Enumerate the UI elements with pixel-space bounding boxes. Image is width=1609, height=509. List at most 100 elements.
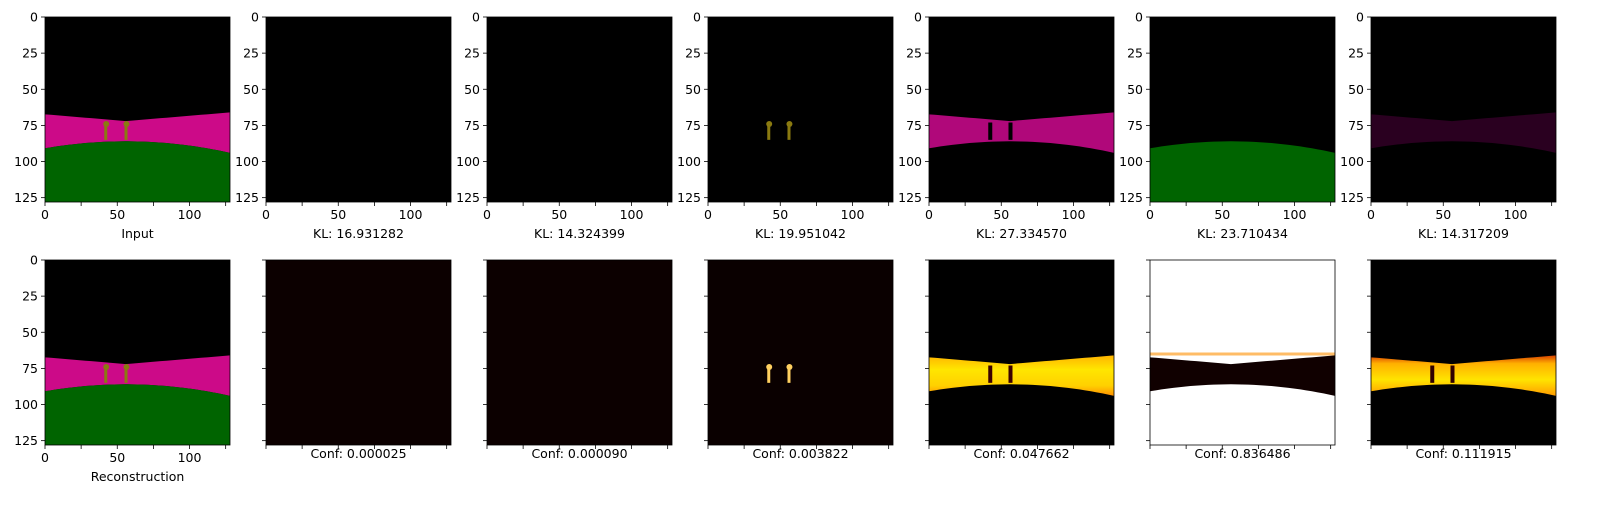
- top-panel-1-ytick-label: 50: [243, 82, 259, 97]
- bottom-panel-5-edge: [1150, 352, 1335, 356]
- top-panel-1-ytick-label: 125: [235, 190, 259, 205]
- bottom-panel-4-pole-1: [1008, 365, 1013, 383]
- top-panel-3-ytick-label: 0: [693, 10, 701, 25]
- top-panel-4-frame: [928, 16, 1115, 203]
- bottom-panel-5-frame: [1149, 259, 1336, 446]
- bottom-panel-0-ytick-label: 75: [22, 361, 38, 376]
- top-panel-5-ytick-label: 0: [1135, 10, 1143, 25]
- bottom-panel-4-band: [929, 355, 1114, 396]
- top-panel-5-ytick-label: 25: [1127, 46, 1143, 61]
- top-panel-5-ytick-label: 50: [1127, 82, 1143, 97]
- bottom-panel-0-ground: [45, 384, 230, 445]
- bottom-panel-3-caption: Conf: 0.003822: [752, 446, 848, 461]
- bottom-panel-0-xtick-label: 0: [41, 450, 49, 465]
- top-panel-3-background: [708, 17, 893, 202]
- top-panel-3-xtick-label: 100: [841, 207, 865, 222]
- bottom-panel-3-heat: [708, 260, 893, 445]
- top-panel-2-ytick-label: 125: [456, 190, 480, 205]
- bottom-panel-0-pole-top-1: [123, 363, 130, 370]
- top-panel-1-background: [266, 17, 451, 202]
- top-panel-2-ytick-label: 75: [464, 118, 480, 133]
- top-panel-3-caption: KL: 19.951042: [755, 226, 846, 241]
- top-panel-1-frame: [265, 16, 452, 203]
- top-panel-3-pole-0: [767, 122, 771, 140]
- bottom-panel-6-frame: [1370, 259, 1557, 446]
- top-panel-3-ytick-label: 125: [677, 190, 701, 205]
- top-panel-5-xtick-label: 0: [1146, 207, 1154, 222]
- top-panel-0-band: [45, 112, 230, 153]
- bottom-panel-6-pole-1: [1450, 365, 1455, 383]
- top-panel-6-ytick-label: 50: [1348, 82, 1364, 97]
- bottom-panel-2-frame: [486, 259, 673, 446]
- top-panel-3-ytick-label: 50: [685, 82, 701, 97]
- top-panel-4-ytick-label: 0: [914, 10, 922, 25]
- top-panel-2-ytick-label: 25: [464, 46, 480, 61]
- top-panel-1-caption: KL: 16.931282: [313, 226, 404, 241]
- top-panel-4-ytick-label: 50: [906, 82, 922, 97]
- top-panel-0-ytick-label: 125: [14, 190, 38, 205]
- top-panel-6-ytick-label: 25: [1348, 46, 1364, 61]
- top-panel-0-pole-0: [104, 122, 108, 140]
- bottom-panel-4-caption: Conf: 0.047662: [973, 446, 1069, 461]
- top-panel-2-xtick-label: 50: [551, 207, 567, 222]
- bottom-panel-3-pole-top-1: [786, 363, 793, 370]
- bottom-panel-2-heat: [487, 260, 672, 445]
- top-panel-5-ytick-label: 125: [1119, 190, 1143, 205]
- top-panel-0-ytick-label: 50: [22, 82, 38, 97]
- top-panel-4-pole-0: [988, 122, 993, 140]
- top-panel-3-ytick-label: 75: [685, 118, 701, 133]
- top-panel-3-pole-top-1: [786, 120, 793, 127]
- bottom-panel-0-ytick-label: 125: [14, 433, 38, 448]
- top-panel-3-ytick-label: 100: [677, 154, 701, 169]
- bottom-panel-6-background: [1371, 260, 1556, 445]
- top-panel-5-xtick-label: 100: [1283, 207, 1307, 222]
- top-panel-2-ytick-label: 100: [456, 154, 480, 169]
- top-panel-4-ytick-label: 75: [906, 118, 922, 133]
- bottom-panel-3-pole-top-0: [766, 363, 773, 370]
- top-panel-2-background: [487, 17, 672, 202]
- top-panel-4-caption: KL: 27.334570: [976, 226, 1067, 241]
- top-panel-2-xtick-label: 0: [483, 207, 491, 222]
- top-panel-4-xtick-label: 0: [925, 207, 933, 222]
- top-panel-3-pole-top-0: [766, 120, 773, 127]
- bottom-panel-4-background: [929, 260, 1114, 445]
- top-panel-5-xtick-label: 50: [1214, 207, 1230, 222]
- bottom-panel-0-ytick-label: 100: [14, 397, 38, 412]
- top-panel-6-ytick-label: 0: [1356, 10, 1364, 25]
- top-panel-5-caption: KL: 23.710434: [1197, 226, 1288, 241]
- top-panel-3-pole-1: [787, 122, 791, 140]
- top-panel-6-band: [1371, 112, 1556, 153]
- top-panel-6-xtick-label: 50: [1435, 207, 1451, 222]
- top-panel-6-ytick-label: 75: [1348, 118, 1364, 133]
- top-panel-5-frame: [1149, 16, 1336, 203]
- top-panel-4-ytick-label: 25: [906, 46, 922, 61]
- top-panel-1-xtick-label: 0: [262, 207, 270, 222]
- top-panel-2-frame: [486, 16, 673, 203]
- bottom-panel-3-pole-1: [787, 365, 791, 383]
- bottom-panel-0-pole-top-0: [103, 363, 110, 370]
- top-panel-6-frame: [1370, 16, 1557, 203]
- top-panel-4-xtick-label: 50: [993, 207, 1009, 222]
- top-panel-0-ytick-label: 25: [22, 46, 38, 61]
- top-panel-0-ytick-label: 100: [14, 154, 38, 169]
- top-panel-1-xtick-label: 100: [399, 207, 423, 222]
- top-panel-5-ground: [1150, 141, 1335, 202]
- bottom-panel-6-caption: Conf: 0.111915: [1415, 446, 1511, 461]
- bottom-panel-0-band: [45, 355, 230, 396]
- top-panel-6-xtick-label: 100: [1504, 207, 1528, 222]
- top-panel-6-caption: KL: 14.317209: [1418, 226, 1509, 241]
- top-panel-6-xtick-label: 0: [1367, 207, 1375, 222]
- top-panel-3-ytick-label: 25: [685, 46, 701, 61]
- top-panel-6-ytick-label: 100: [1340, 154, 1364, 169]
- top-panel-4-pole-1: [1008, 122, 1013, 140]
- bottom-panel-6-band: [1371, 355, 1556, 396]
- bottom-panel-1-heat: [266, 260, 451, 445]
- bottom-panel-0-caption: Reconstruction: [91, 469, 185, 484]
- top-panel-1-ytick-label: 25: [243, 46, 259, 61]
- top-panel-0-frame: [44, 16, 231, 203]
- top-panel-4-ytick-label: 125: [898, 190, 922, 205]
- top-panel-1-ytick-label: 0: [251, 10, 259, 25]
- bottom-panel-5-band: [1150, 355, 1335, 396]
- bottom-panel-4-frame: [928, 259, 1115, 446]
